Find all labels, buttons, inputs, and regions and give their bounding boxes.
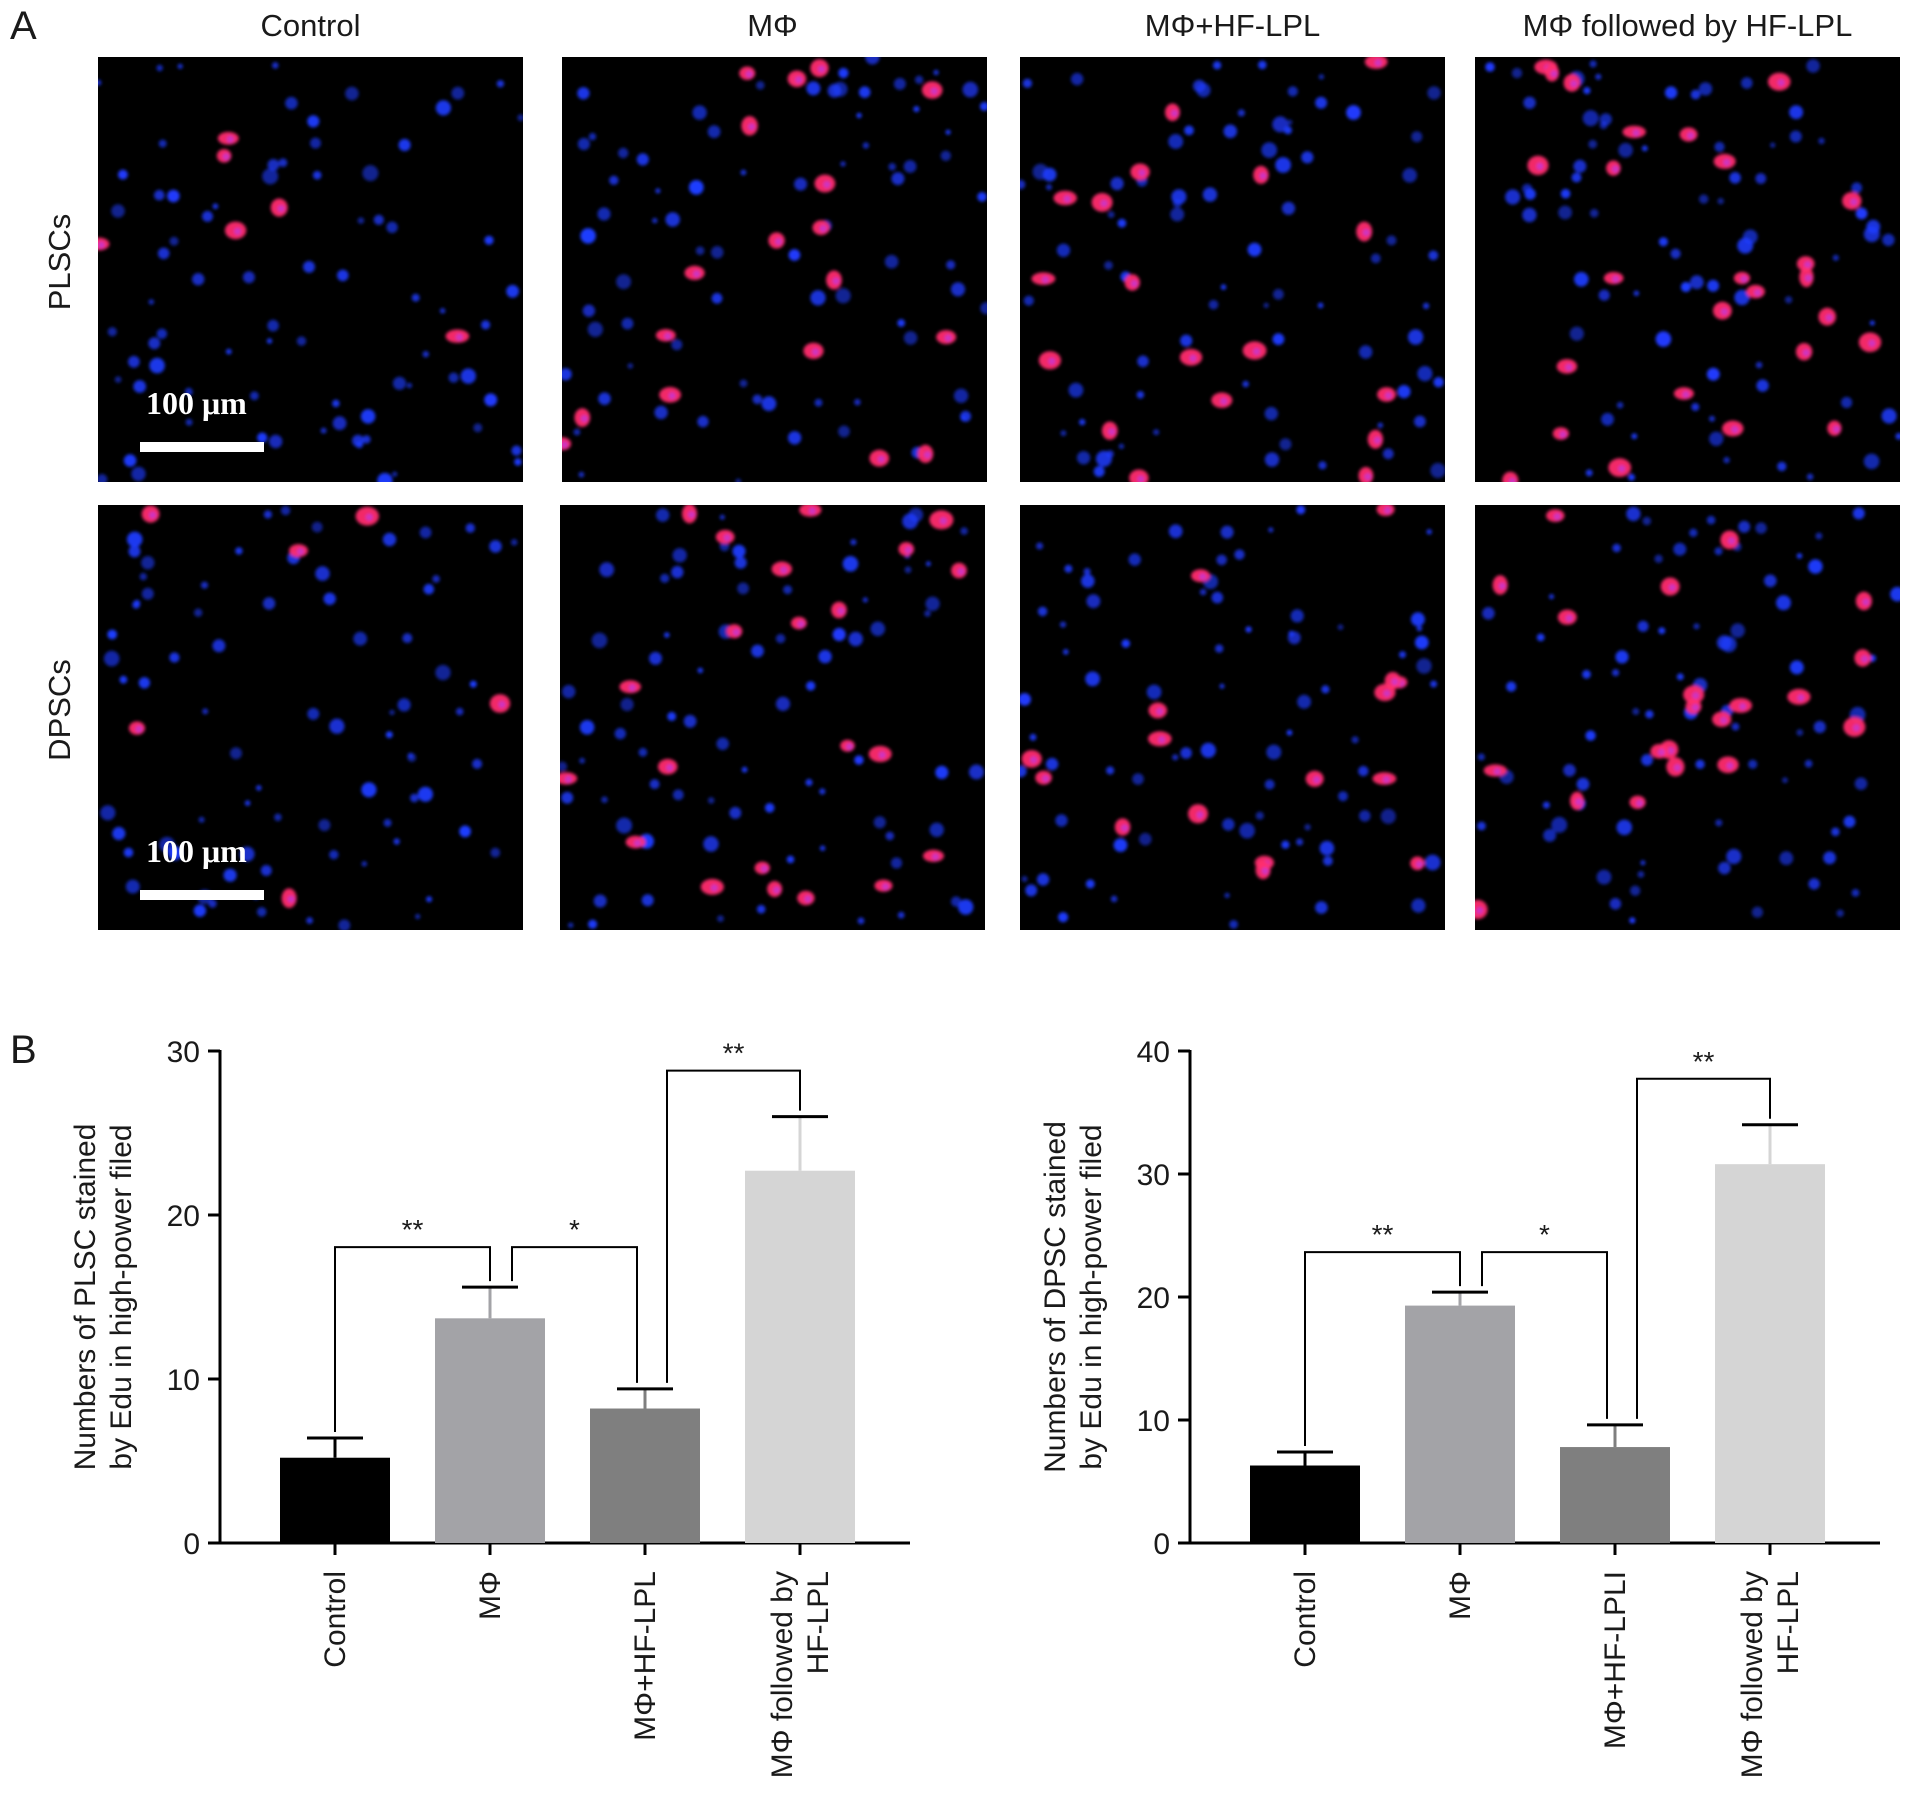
scale-bar [140,890,264,900]
micrograph-dpscs-macrophage [560,505,985,930]
scale-bar [140,442,264,452]
micrograph-dpscs-macrophage-hf-lpl [1020,505,1445,930]
y-tick-label: 20 [167,1200,200,1233]
y-tick-label: 0 [183,1528,200,1561]
scale-bar-label: 100 μm [146,833,247,869]
x-tick-label: MΦ+HF-LPL [629,1571,662,1741]
significance-label: ** [402,1214,424,1245]
micrograph-plscs-macrophage-hf-lpl [1020,57,1445,482]
x-tick-label: MΦ [474,1571,507,1620]
scale-bar-label: 100 μm [146,385,247,421]
x-tick-label: MΦ [1444,1571,1477,1620]
bar [280,1457,390,1543]
bar [1405,1305,1515,1543]
y-axis-title: Numbers of PLSC stained by Edu in high-po… [69,1124,138,1471]
y-tick-label: 10 [167,1364,200,1397]
x-tick-label: MΦ followed by HF-LPL [1736,1571,1805,1778]
column-title-macrophage: MΦ [747,8,798,43]
significance-bracket [1304,1251,1461,1446]
y-tick-label: 30 [1137,1159,1170,1192]
bar [1250,1465,1360,1543]
panel-a-label: A [10,4,37,48]
significance-bracket [334,1246,491,1433]
bar-chart-dpsc: 0 10 20 30 40 Numbers of DPSC stained by Edu i… [1039,1036,1880,1778]
column-title-macrophage-followed-by-hf-lpl: MΦ followed by HF-LPL [1522,8,1853,43]
significance-label: * [1539,1219,1550,1250]
x-tick-label: Control [1289,1571,1322,1668]
significance-bracket [1636,1077,1771,1419]
row-label-dpscs: DPSCs [42,659,77,761]
bar [1715,1164,1825,1543]
x-tick-label: Control [319,1571,352,1668]
panel-b-label: B [10,1028,37,1072]
micrograph-dpscs-macrophage-followed-by-hf-lpl [1475,505,1900,930]
bar [435,1318,545,1543]
y-tick-label: 40 [1137,1036,1170,1069]
micrograph-dpscs-control: 100 μm [98,505,523,930]
significance-label: ** [1372,1219,1394,1250]
bar [745,1170,855,1543]
bar [590,1408,700,1543]
column-title-control: Control [260,8,361,43]
x-tick-label: MΦ followed by HF-LPL [766,1571,835,1778]
significance-bracket [666,1069,801,1383]
y-tick-label: 10 [1137,1405,1170,1438]
y-tick-label: 30 [167,1036,200,1069]
significance-label: ** [723,1038,745,1069]
x-tick-label: MΦ+HF-LPLI [1599,1571,1632,1749]
column-title-macrophage-hf-lpl: MΦ+HF-LPL [1144,8,1321,43]
micrograph-plscs-macrophage-followed-by-hf-lpl [1475,57,1900,482]
bar-chart-plsc: 0 10 20 30 Numbers of PLSC stained by Edu in … [69,1036,910,1778]
y-axis-title: Numbers of DPSC stained by Edu in high-po… [1039,1121,1108,1473]
significance-bracket [511,1246,638,1383]
significance-bracket [1481,1251,1608,1419]
bar [1560,1447,1670,1543]
significance-label: ** [1693,1046,1715,1077]
row-label-plscs: PLSCs [42,213,77,311]
micrograph-plscs-macrophage [562,57,987,482]
y-tick-label: 20 [1137,1282,1170,1315]
y-tick-label: 0 [1153,1528,1170,1561]
significance-label: * [569,1214,580,1245]
micrograph-plscs-control: 100 μm [98,57,523,482]
